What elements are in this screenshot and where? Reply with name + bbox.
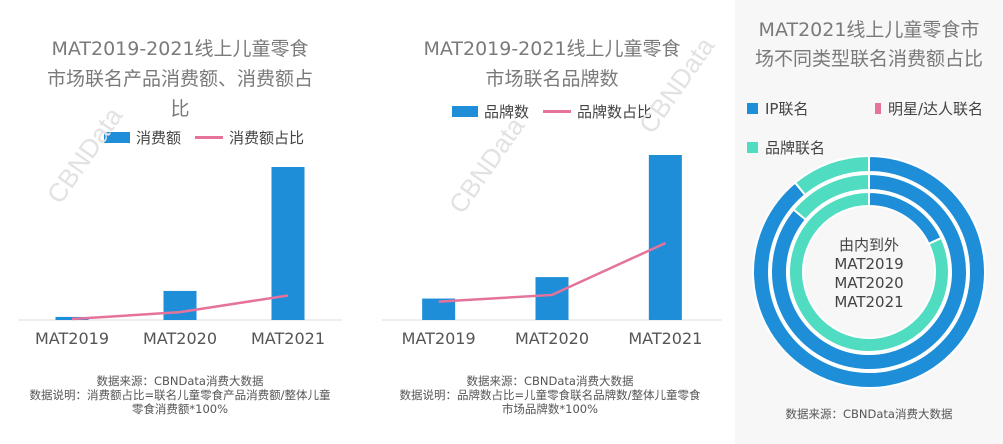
title-line: 比: [170, 98, 190, 120]
legend-item-ip: IP联名: [747, 98, 808, 119]
x-tick-label: MAT2021: [628, 329, 702, 348]
line-series: [438, 242, 666, 303]
legend-bar-swatch: [104, 132, 130, 143]
bar-MAT2020: [535, 277, 569, 320]
chart-title: MAT2019-2021线上儿童零食 市场联名品牌数: [372, 34, 732, 94]
legend-label-bar: 品牌数: [484, 103, 530, 121]
footnote-source: 数据来源：CBNData消费大数据: [96, 374, 264, 388]
chart-title: MAT2019-2021线上儿童零食 市场联名产品消费额、消费额占 比: [0, 34, 360, 124]
chart-panel-consumption: MAT2019-2021线上儿童零食 市场联名产品消费额、消费额占 比 消费额 …: [0, 0, 360, 444]
legend-swatch: [747, 142, 758, 153]
footnote-source: 数据来源：CBNData消费大数据: [785, 407, 953, 421]
bar-MAT2021: [271, 167, 305, 320]
x-tick-label: MAT2020: [143, 329, 217, 348]
chart-footnote: 数据来源：CBNData消费大数据 数据说明：消费额占比=联名儿童零食产品消费额…: [20, 374, 340, 416]
legend-item-celebrity: 明星/达人联名: [875, 98, 983, 119]
bar-MAT2021: [648, 155, 682, 320]
donut-slice-MAT2021: [752, 154, 986, 389]
chart-title: MAT2021线上儿童零食市 场不同类型联名消费额占比: [735, 16, 1003, 74]
donut-slice-MAT2020: [770, 172, 968, 371]
title-line: 市场联名产品消费额、消费额占: [46, 68, 313, 90]
legend-label: IP联名: [765, 100, 809, 118]
legend-bar-swatch: [452, 106, 478, 117]
footnote-note: 数据说明：消费额占比=联名儿童零食产品消费额/整体儿童: [29, 388, 331, 402]
title-line: MAT2021线上儿童零食市: [758, 19, 980, 41]
footnote-note: 零食消费额*100%: [131, 402, 229, 416]
bar-MAT2020: [163, 290, 197, 320]
legend-item-brand: 品牌联名: [747, 137, 825, 158]
footnote-note: 市场品牌数*100%: [501, 402, 599, 416]
donut-center-label: MAT2020: [834, 274, 903, 292]
donut-slice-MAT2020: [792, 172, 870, 222]
chart-legend: 消费额 消费额占比: [104, 127, 304, 148]
chart-footnote: 数据来源：CBNData消费大数据: [735, 407, 1003, 421]
watermark: CBNData: [442, 111, 531, 219]
x-tick-label: MAT2020: [515, 329, 589, 348]
legend-label-line: 消费额占比: [229, 129, 305, 147]
legend-label: 明星/达人联名: [888, 100, 984, 118]
footnote-note: 数据说明：品牌数占比=儿童零食联名品牌数/整体儿童零食: [399, 388, 701, 402]
footnote-source: 数据来源：CBNData消费大数据: [466, 374, 634, 388]
chart-panel-brand-count: MAT2019-2021线上儿童零食 市场联名品牌数 品牌数 品牌数占比 MAT…: [372, 0, 732, 444]
x-tick-label: MAT2019: [402, 329, 476, 348]
donut-center-label: 由内到外: [839, 236, 899, 254]
donut-center-label: MAT2021: [834, 293, 903, 311]
bar-MAT2019: [422, 298, 456, 320]
legend-label-line: 品牌数占比: [577, 103, 653, 121]
title-line: MAT2019-2021线上儿童零食: [51, 38, 309, 60]
donut-slice-MAT2021: [793, 154, 870, 197]
title-line: 市场联名品牌数: [485, 68, 619, 90]
line-series: [71, 294, 289, 321]
bar-MAT2019: [55, 316, 89, 320]
donut-slice-MAT2019: [868, 190, 943, 246]
legend-line-swatch: [195, 136, 224, 139]
legend-swatch: [747, 103, 758, 114]
donut-slice-MAT2019: [788, 190, 950, 353]
chart-footnote: 数据来源：CBNData消费大数据 数据说明：品牌数占比=儿童零食联名品牌数/整…: [380, 374, 720, 416]
title-line: 场不同类型联名消费额占比: [754, 48, 983, 70]
donut-center-label: MAT2019: [834, 255, 903, 273]
legend-line-swatch: [543, 110, 572, 113]
x-tick-label: MAT2019: [35, 329, 109, 348]
legend-label-bar: 消费额: [136, 129, 182, 147]
title-line: MAT2019-2021线上儿童零食: [423, 38, 681, 60]
legend-label: 品牌联名: [765, 139, 826, 157]
chart-legend: 品牌数 品牌数占比: [452, 101, 652, 122]
chart-panel-type-share: MAT2021线上儿童零食市 场不同类型联名消费额占比 IP联名 明星/达人联名…: [735, 0, 1003, 444]
legend-swatch: [875, 103, 881, 114]
x-tick-label: MAT2021: [251, 329, 325, 348]
